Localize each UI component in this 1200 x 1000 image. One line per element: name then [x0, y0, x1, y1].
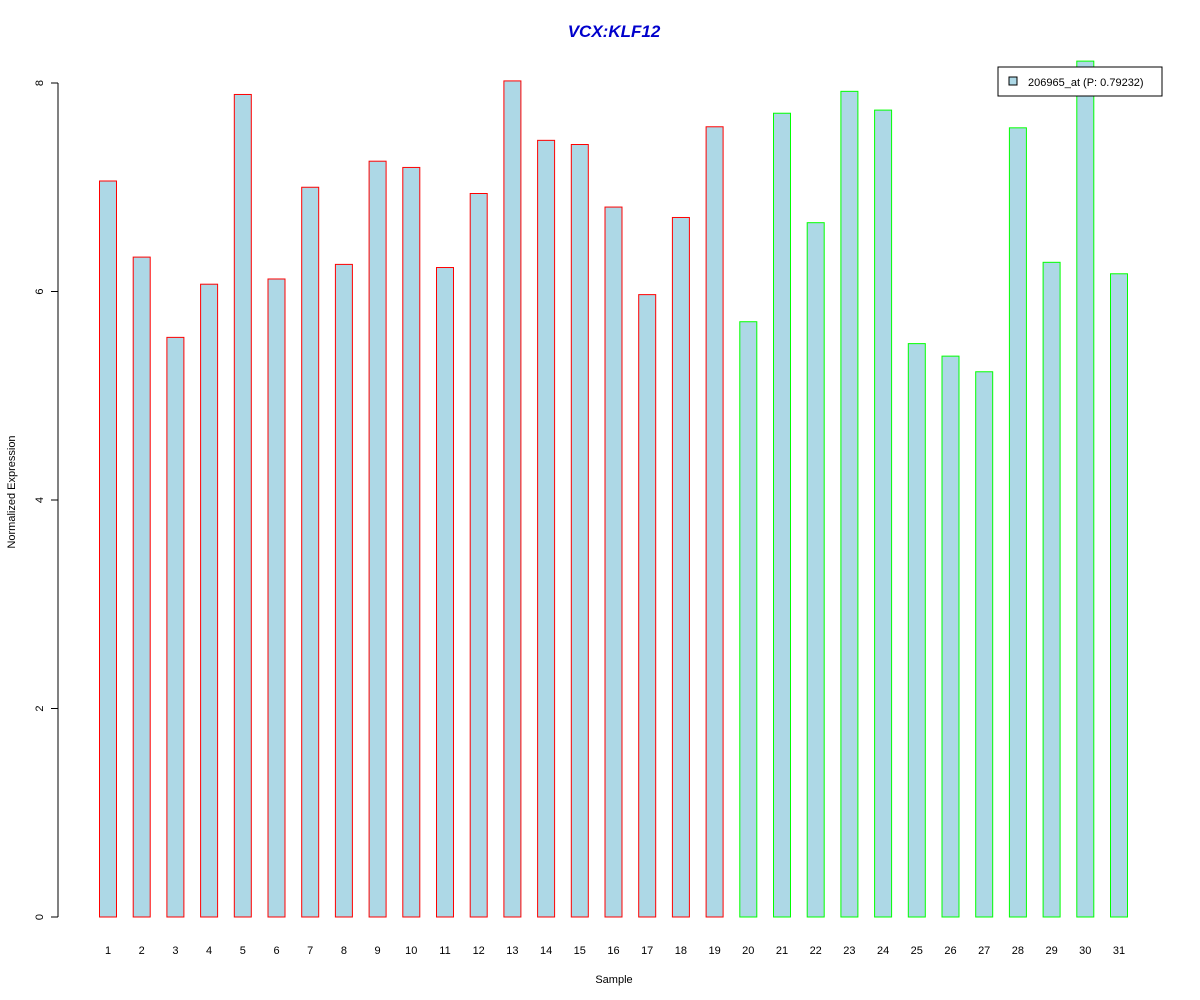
bar-sample-28 [1008, 127, 1027, 918]
y-tick-label: 8 [34, 80, 46, 86]
x-tick-label: 16 [607, 945, 619, 957]
bar-sample-26 [941, 355, 960, 918]
y-tick-label: 0 [34, 914, 46, 920]
x-tick-label: 22 [810, 945, 822, 957]
bar-sample-19 [705, 126, 724, 918]
y-tick-label: 4 [34, 497, 46, 503]
bar-sample-3 [166, 336, 185, 918]
bar-sample-23 [840, 90, 859, 918]
bar-sample-27 [975, 371, 994, 918]
chart-title: VCX:KLF12 [568, 22, 661, 41]
x-tick-label: 30 [1079, 945, 1091, 957]
x-tick-label: 2 [139, 945, 145, 957]
bar-sample-31 [1110, 273, 1128, 918]
bar-sample-14 [537, 139, 556, 918]
legend-box [997, 66, 1163, 97]
y-axis: 0 2 4 6 8 [34, 80, 59, 920]
bar-sample-5 [233, 93, 252, 918]
x-tick-label: 1 [105, 945, 111, 957]
x-tick-label: 21 [776, 945, 788, 957]
x-tick-label: 29 [1045, 945, 1057, 957]
x-tick-label: 12 [473, 945, 485, 957]
bar-sample-25 [907, 343, 926, 918]
x-tick-label: 13 [506, 945, 518, 957]
bar-sample-30 [1076, 60, 1095, 918]
x-tick-label: 4 [206, 945, 212, 957]
bar-sample-29 [1042, 261, 1061, 918]
x-tick-label: 31 [1113, 945, 1125, 957]
bar-sample-4 [200, 283, 219, 918]
bars [99, 60, 1128, 918]
bar-sample-24 [874, 109, 893, 918]
bar-sample-20 [739, 321, 758, 918]
x-tick-label: 8 [341, 945, 347, 957]
bar-sample-11 [436, 267, 454, 918]
bar-sample-10 [402, 166, 421, 918]
x-axis-label: Sample [595, 974, 632, 986]
bar-sample-8 [334, 263, 353, 918]
bar-sample-6 [267, 278, 286, 918]
x-tick-label: 28 [1012, 945, 1024, 957]
bar-sample-9 [368, 160, 387, 918]
bar-sample-16 [604, 206, 623, 918]
x-tick-labels: 1 2 3 4 5 6 7 8 9 10 11 12 13 14 15 16 17 18 19 20 21 22 23 24 2… [105, 945, 1125, 957]
x-tick-label: 26 [944, 945, 956, 957]
y-tick-label: 6 [34, 288, 46, 294]
x-tick-label: 24 [877, 945, 889, 957]
bar-sample-17 [638, 294, 657, 918]
x-tick-label: 10 [405, 945, 417, 957]
bar-sample-22 [806, 222, 825, 918]
legend-label: 206965_at (P: 0.79232) [1028, 77, 1144, 89]
x-tick-label: 11 [439, 945, 450, 957]
x-tick-label: 6 [273, 945, 279, 957]
x-tick-label: 9 [375, 945, 381, 957]
legend-swatch [1008, 76, 1018, 86]
bar-sample-15 [570, 144, 589, 918]
bar-sample-12 [469, 193, 488, 918]
y-tick-label: 2 [34, 705, 46, 711]
x-tick-label: 19 [708, 945, 720, 957]
bar-sample-7 [301, 186, 320, 918]
x-tick-label: 3 [172, 945, 178, 957]
bar-sample-13 [503, 80, 522, 918]
x-tick-label: 14 [540, 945, 552, 957]
x-tick-label: 20 [742, 945, 754, 957]
x-tick-label: 5 [240, 945, 246, 957]
bar-sample-18 [671, 216, 690, 918]
bar-sample-2 [132, 256, 151, 918]
x-tick-label: 27 [978, 945, 990, 957]
x-tick-label: 23 [843, 945, 855, 957]
legend: 206965_at (P: 0.79232) [997, 66, 1163, 97]
y-axis-label: Normalized Expression [6, 435, 18, 548]
x-tick-label: 7 [307, 945, 313, 957]
x-tick-label: 25 [911, 945, 923, 957]
bar-sample-1 [99, 180, 117, 918]
x-tick-label: 18 [675, 945, 687, 957]
x-tick-label: 17 [641, 945, 653, 957]
bar-sample-21 [773, 112, 791, 918]
x-tick-label: 15 [574, 945, 586, 957]
